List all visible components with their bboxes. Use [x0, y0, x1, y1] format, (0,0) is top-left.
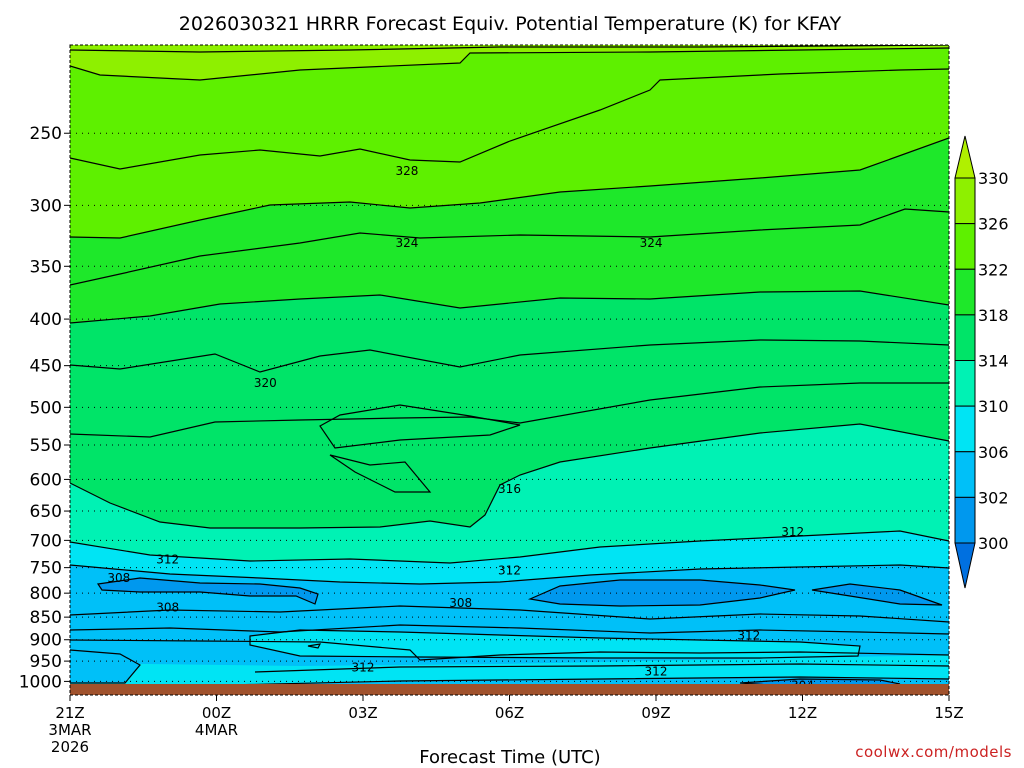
colorbar-extend-low	[954, 542, 976, 589]
band-306-310-near-surface	[70, 650, 140, 683]
contour-label: 308	[156, 601, 179, 615]
y-tick-label: 900	[30, 631, 62, 651]
x-tick-label: 21Z	[55, 704, 84, 722]
pocket-302-306-mid	[530, 580, 795, 606]
y-tick-label: 450	[30, 357, 62, 377]
y-tick-label: 400	[30, 310, 62, 330]
y-tick-label: 750	[30, 559, 62, 579]
plot-frame	[69, 44, 950, 696]
colorbar-label: 326	[978, 215, 1009, 234]
colorbar-segment	[954, 451, 976, 498]
contour-labels: 328 324 324 320 316 312 312 312 312 312 312 308 308 3…	[107, 164, 814, 692]
contour-label: 312	[498, 563, 521, 577]
colorbar-label: 330	[978, 169, 1009, 188]
terrain	[70, 684, 949, 695]
x-tick-label: 00Z	[202, 704, 231, 722]
band-330-plus	[70, 45, 949, 80]
colorbar-label: 314	[978, 352, 1009, 371]
y-tick-label: 850	[30, 608, 62, 628]
plot-area: 328 324 324 320 316 312 312 312 312 312 312 308 308 3…	[70, 45, 949, 695]
contour-label: 312	[737, 628, 760, 642]
contour-label: 308	[107, 571, 130, 585]
contour-label: 312	[156, 553, 179, 567]
x-tick-label: 3MAR	[48, 721, 91, 739]
colorbar-segment	[954, 496, 976, 544]
y-tick-label: 600	[30, 470, 62, 490]
pocket-302-306-right	[812, 584, 942, 605]
y-tick-label: 350	[30, 257, 62, 277]
colorbar-label: 322	[978, 260, 1009, 279]
x-tick-label: 4MAR	[195, 721, 238, 739]
y-tick-label: 800	[30, 584, 62, 604]
contour-label: 320	[254, 376, 277, 390]
colorbar: 330 326 322 318 314 310 306 302 300	[954, 135, 1009, 589]
colorbar-segment	[954, 405, 976, 453]
x-tick-label: 06Z	[495, 704, 524, 722]
chart-title: 2026030321 HRRR Forecast Equiv. Potentia…	[179, 13, 842, 35]
y-tick-label: 700	[30, 531, 62, 551]
contour-label: 312	[781, 525, 804, 539]
band-310-314-lower	[250, 630, 860, 658]
contour-label: 324	[640, 236, 663, 250]
colorbar-segment	[954, 223, 976, 270]
colorbar-label: 300	[978, 534, 1009, 553]
colorbar-segment	[954, 314, 976, 361]
x-tick-label: 03Z	[348, 704, 377, 722]
colorbar-extend-high	[954, 135, 976, 179]
y-tick-label: 300	[30, 196, 62, 216]
gridlines	[70, 132, 949, 682]
y-tick-label: 1000	[19, 672, 62, 692]
contour-label: 312	[352, 660, 375, 674]
contour-label: 328	[395, 164, 418, 178]
contour-label: 312	[645, 664, 668, 678]
colorbar-label: 306	[978, 443, 1009, 462]
colorbar-label: 302	[978, 488, 1009, 507]
x-tick-label: 15Z	[934, 704, 963, 722]
x-tick-label: 2026	[51, 738, 89, 756]
credit-link[interactable]: coolwx.com/models	[855, 743, 1012, 761]
y-tick-label: 950	[30, 652, 62, 672]
x-tick-label: 09Z	[641, 704, 670, 722]
colorbar-segment	[954, 177, 976, 225]
y-tick-label: 650	[30, 502, 62, 522]
contour-label: 324	[395, 236, 418, 250]
y-tick-label: 500	[30, 398, 62, 418]
colorbar-label: 310	[978, 397, 1009, 416]
contour-label: 308	[449, 596, 472, 610]
contour-lines	[70, 45, 949, 688]
colorbar-label: 318	[978, 306, 1009, 325]
x-tick-label: 12Z	[788, 704, 817, 722]
colorbar-segment	[954, 360, 976, 407]
colorbar-segment	[954, 268, 976, 316]
x-axis-label: Forecast Time (UTC)	[419, 747, 600, 768]
y-axis: 250 300 350 400 450 500 550 600 650 700 750 800 850 9…	[19, 124, 70, 692]
contour-label: 316	[498, 482, 521, 496]
y-tick-label: 550	[30, 436, 62, 456]
y-tick-label: 250	[30, 124, 62, 144]
